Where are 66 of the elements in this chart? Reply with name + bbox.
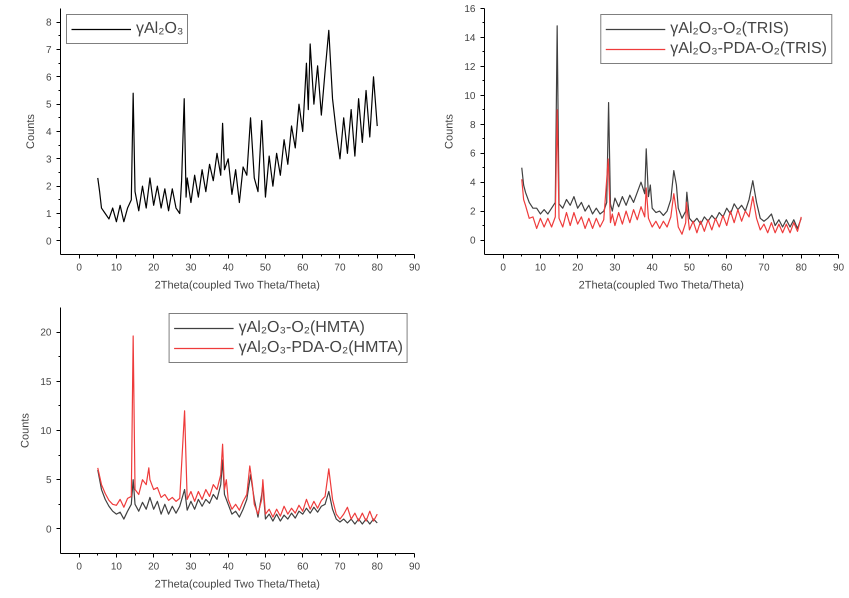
x-tick-label: 80	[372, 562, 384, 572]
y-tick-label: 8	[470, 120, 476, 131]
y-tick-label: 10	[40, 426, 52, 437]
y-tick-label: 0	[46, 524, 52, 536]
y-tick-label: 1	[46, 209, 52, 220]
y-tick-label: 6	[470, 148, 476, 160]
y-axis-title: Counts	[443, 114, 456, 149]
legend-label: γAl₂O₃	[136, 20, 184, 38]
y-tick-label: 4	[470, 178, 476, 189]
x-tick-label: 70	[334, 262, 346, 274]
x-tick-label: 30	[185, 262, 197, 274]
legend-label: γAl₂O₃-PDA-O₂(HMTA)	[238, 339, 403, 357]
y-tick-label: 0	[470, 236, 476, 247]
line-series	[97, 459, 378, 525]
x-tick-label: 30	[185, 562, 197, 572]
x-axis-title: 2Theta(coupled Two Theta/Theta)	[578, 280, 744, 292]
y-axis-title: Counts	[19, 412, 32, 448]
line-series	[521, 109, 802, 235]
legend-label: γAl₂O₃-O₂(TRIS)	[670, 20, 789, 38]
x-tick-label: 60	[721, 262, 733, 274]
x-tick-label: 50	[260, 262, 272, 274]
y-tick-label: 2	[46, 182, 52, 193]
x-tick-label: 70	[758, 262, 770, 274]
x-tick-label: 10	[110, 262, 122, 274]
y-tick-label: 10	[464, 90, 476, 102]
x-tick-label: 60	[297, 262, 309, 274]
y-tick-label: 0	[46, 236, 52, 248]
x-tick-label: 40	[222, 562, 234, 572]
y-tick-label: 7	[46, 45, 52, 56]
x-tick-label: 60	[297, 562, 309, 572]
y-tick-label: 3	[46, 154, 52, 166]
y-tick-label: 15	[40, 376, 52, 388]
y-tick-label: 12	[464, 62, 476, 73]
x-tick-label: 30	[609, 262, 621, 274]
x-tick-label: 70	[334, 562, 346, 572]
x-tick-label: 80	[796, 262, 808, 274]
legend-label: γAl₂O₃-O₂(HMTA)	[238, 319, 365, 337]
x-tick-label: 90	[408, 262, 420, 274]
x-tick-label: 0	[500, 262, 506, 274]
x-tick-label: 0	[76, 562, 82, 572]
x-tick-label: 20	[148, 562, 160, 572]
y-tick-label: 6	[46, 72, 52, 84]
y-tick-label: 2	[470, 206, 476, 218]
y-tick-label: 5	[46, 100, 52, 111]
y-tick-label: 4	[46, 127, 52, 138]
x-tick-label: 10	[110, 562, 122, 572]
y-tick-label: 5	[46, 475, 52, 486]
x-tick-label: 0	[76, 262, 82, 274]
x-tick-label: 90	[832, 262, 844, 274]
legend-label: γAl₂O₃-PDA-O₂(TRIS)	[670, 40, 827, 58]
x-tick-label: 40	[646, 262, 658, 274]
x-axis-title: 2Theta(coupled Two Theta/Theta)	[154, 578, 320, 590]
y-tick-label: 20	[40, 328, 52, 339]
x-tick-label: 40	[222, 262, 234, 274]
x-tick-label: 50	[260, 562, 272, 572]
x-tick-label: 20	[572, 262, 584, 274]
x-tick-label: 90	[408, 562, 420, 572]
x-tick-label: 20	[148, 262, 160, 274]
x-tick-label: 80	[372, 262, 384, 274]
y-axis-title: Counts	[24, 114, 37, 149]
y-tick-label: 16	[464, 4, 476, 15]
y-tick-label: 8	[46, 18, 52, 29]
x-tick-label: 50	[684, 262, 696, 274]
x-tick-label: 10	[534, 262, 546, 274]
y-tick-label: 14	[464, 32, 476, 44]
x-axis-title: 2Theta(coupled Two Theta/Theta)	[154, 280, 320, 292]
